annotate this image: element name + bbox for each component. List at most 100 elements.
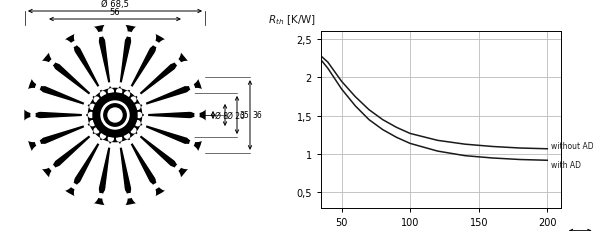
- Ellipse shape: [128, 140, 133, 144]
- Ellipse shape: [175, 60, 181, 66]
- Ellipse shape: [35, 140, 40, 147]
- Circle shape: [100, 134, 106, 139]
- Circle shape: [25, 26, 205, 205]
- Circle shape: [94, 98, 99, 103]
- Ellipse shape: [195, 112, 199, 119]
- Circle shape: [137, 113, 142, 118]
- Circle shape: [74, 181, 98, 205]
- Circle shape: [157, 40, 181, 64]
- Ellipse shape: [97, 87, 102, 91]
- Text: Ø 8: Ø 8: [215, 111, 228, 120]
- Ellipse shape: [152, 184, 160, 189]
- Circle shape: [21, 89, 45, 113]
- Ellipse shape: [35, 84, 40, 91]
- Ellipse shape: [145, 112, 148, 119]
- Ellipse shape: [142, 102, 146, 108]
- Circle shape: [21, 118, 45, 142]
- Polygon shape: [121, 36, 152, 91]
- Ellipse shape: [118, 84, 124, 87]
- Ellipse shape: [190, 140, 194, 147]
- Polygon shape: [121, 140, 152, 195]
- Circle shape: [157, 167, 181, 191]
- Ellipse shape: [49, 165, 55, 171]
- Ellipse shape: [97, 194, 105, 198]
- Circle shape: [135, 121, 140, 126]
- Polygon shape: [137, 66, 190, 105]
- Ellipse shape: [125, 33, 133, 37]
- Circle shape: [131, 98, 136, 103]
- Ellipse shape: [118, 144, 124, 147]
- Circle shape: [94, 128, 99, 133]
- Text: Ø 20: Ø 20: [227, 111, 245, 120]
- Circle shape: [116, 137, 122, 142]
- Circle shape: [101, 92, 106, 97]
- Polygon shape: [137, 126, 190, 165]
- Circle shape: [31, 62, 55, 86]
- Ellipse shape: [107, 84, 113, 87]
- Ellipse shape: [89, 133, 94, 138]
- Polygon shape: [105, 34, 125, 88]
- Circle shape: [93, 94, 137, 137]
- Ellipse shape: [125, 194, 133, 198]
- Polygon shape: [78, 36, 109, 91]
- Ellipse shape: [84, 123, 88, 129]
- Polygon shape: [142, 117, 197, 139]
- Circle shape: [103, 186, 127, 210]
- Polygon shape: [40, 66, 92, 105]
- Ellipse shape: [137, 93, 141, 98]
- Text: without AD: without AD: [551, 142, 594, 151]
- Circle shape: [135, 105, 140, 110]
- Polygon shape: [142, 92, 197, 114]
- Text: 35: 35: [239, 111, 249, 120]
- Circle shape: [125, 134, 130, 139]
- Ellipse shape: [137, 133, 141, 138]
- Circle shape: [116, 89, 122, 94]
- Circle shape: [131, 26, 155, 50]
- Ellipse shape: [175, 165, 181, 171]
- Ellipse shape: [70, 184, 77, 189]
- Circle shape: [185, 89, 209, 113]
- Circle shape: [109, 89, 113, 94]
- Ellipse shape: [190, 84, 194, 91]
- Polygon shape: [55, 47, 100, 97]
- Ellipse shape: [107, 144, 113, 147]
- Circle shape: [109, 137, 113, 142]
- Ellipse shape: [97, 140, 102, 144]
- Polygon shape: [33, 92, 88, 114]
- Circle shape: [103, 21, 127, 45]
- Polygon shape: [130, 47, 175, 97]
- Circle shape: [125, 92, 130, 97]
- Text: with AD: with AD: [551, 161, 581, 170]
- Ellipse shape: [31, 112, 35, 119]
- Circle shape: [31, 145, 55, 169]
- Circle shape: [74, 26, 98, 50]
- Circle shape: [90, 105, 95, 110]
- Text: 36: 36: [252, 111, 262, 120]
- Circle shape: [50, 167, 74, 191]
- Circle shape: [101, 102, 129, 129]
- Polygon shape: [105, 143, 125, 197]
- Ellipse shape: [83, 112, 86, 119]
- Circle shape: [175, 145, 199, 169]
- Ellipse shape: [97, 33, 105, 37]
- Polygon shape: [130, 134, 175, 184]
- Text: 56: 56: [110, 8, 121, 17]
- Circle shape: [90, 121, 95, 126]
- Ellipse shape: [84, 102, 88, 108]
- Circle shape: [175, 62, 199, 86]
- Circle shape: [131, 128, 136, 133]
- Circle shape: [50, 40, 74, 64]
- Ellipse shape: [152, 42, 160, 47]
- Circle shape: [185, 118, 209, 142]
- Circle shape: [104, 104, 126, 127]
- Ellipse shape: [70, 42, 77, 47]
- Polygon shape: [33, 117, 88, 139]
- Text: $R_{th}$ [K/W]: $R_{th}$ [K/W]: [268, 13, 316, 27]
- Text: Ø 68,5: Ø 68,5: [101, 0, 129, 9]
- Ellipse shape: [128, 87, 133, 91]
- Circle shape: [131, 181, 155, 205]
- Circle shape: [108, 109, 122, 122]
- Circle shape: [89, 113, 94, 118]
- Ellipse shape: [142, 123, 146, 129]
- Polygon shape: [40, 126, 92, 165]
